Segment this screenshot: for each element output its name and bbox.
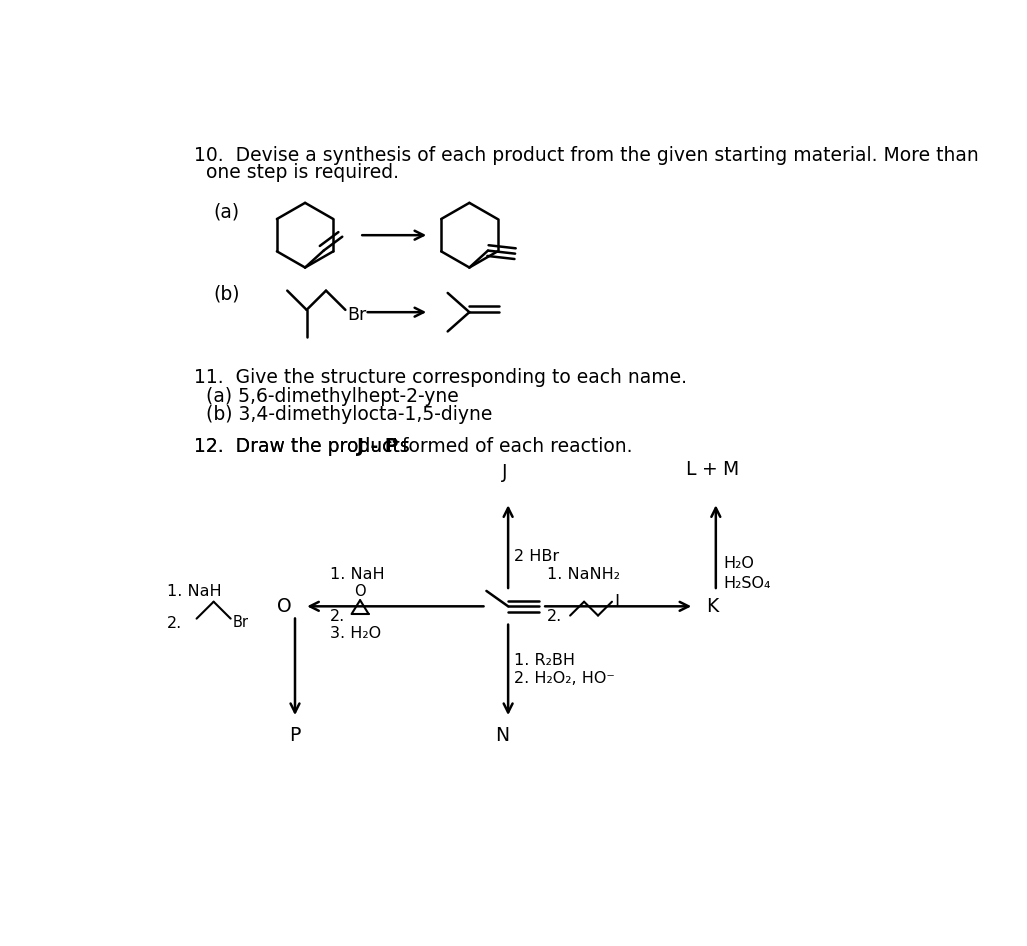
Text: O: O [354,584,366,599]
Text: 2.: 2. [167,616,183,631]
Text: +: + [701,461,718,480]
Text: (b): (b) [214,285,240,304]
Text: one step is required.: one step is required. [205,163,398,182]
Text: 2. H₂O₂, HO⁻: 2. H₂O₂, HO⁻ [515,671,615,686]
Text: 1. NaH: 1. NaH [330,567,384,582]
Text: 2.: 2. [546,609,562,624]
Text: H₂O: H₂O [724,556,755,571]
Text: O: O [276,597,291,616]
Text: Br: Br [232,615,249,630]
Text: 1. R₂BH: 1. R₂BH [515,653,575,668]
Text: J - P: J - P [357,437,398,456]
Text: J: J [502,463,507,482]
Text: 11.  Give the structure corresponding to each name.: 11. Give the structure corresponding to … [194,368,687,387]
Text: M: M [722,461,738,480]
Text: (a): (a) [214,202,239,221]
Text: 12.  Draw the products: 12. Draw the products [194,437,416,456]
Text: (b) 3,4-dimethylocta-1,5-diyne: (b) 3,4-dimethylocta-1,5-diyne [205,405,492,424]
Text: 1. NaNH₂: 1. NaNH₂ [546,567,620,582]
Text: formed of each reaction.: formed of each reaction. [395,437,633,456]
Text: P: P [290,726,301,745]
Text: 2 HBr: 2 HBr [515,549,560,564]
Text: 12.  Draw the products: 12. Draw the products [194,437,416,456]
Text: 1. NaH: 1. NaH [167,584,222,599]
Text: Br: Br [347,306,367,324]
Text: I: I [614,593,619,611]
Text: L: L [685,461,695,480]
Text: (a) 5,6-dimethylhept-2-yne: (a) 5,6-dimethylhept-2-yne [205,387,459,406]
Text: N: N [495,726,509,745]
Text: 10.  Devise a synthesis of each product from the given starting material. More t: 10. Devise a synthesis of each product f… [194,146,979,165]
Text: H₂SO₄: H₂SO₄ [724,575,771,590]
Text: K: K [706,597,718,616]
Text: 3. H₂O: 3. H₂O [330,626,381,641]
Text: 2.: 2. [330,609,345,624]
